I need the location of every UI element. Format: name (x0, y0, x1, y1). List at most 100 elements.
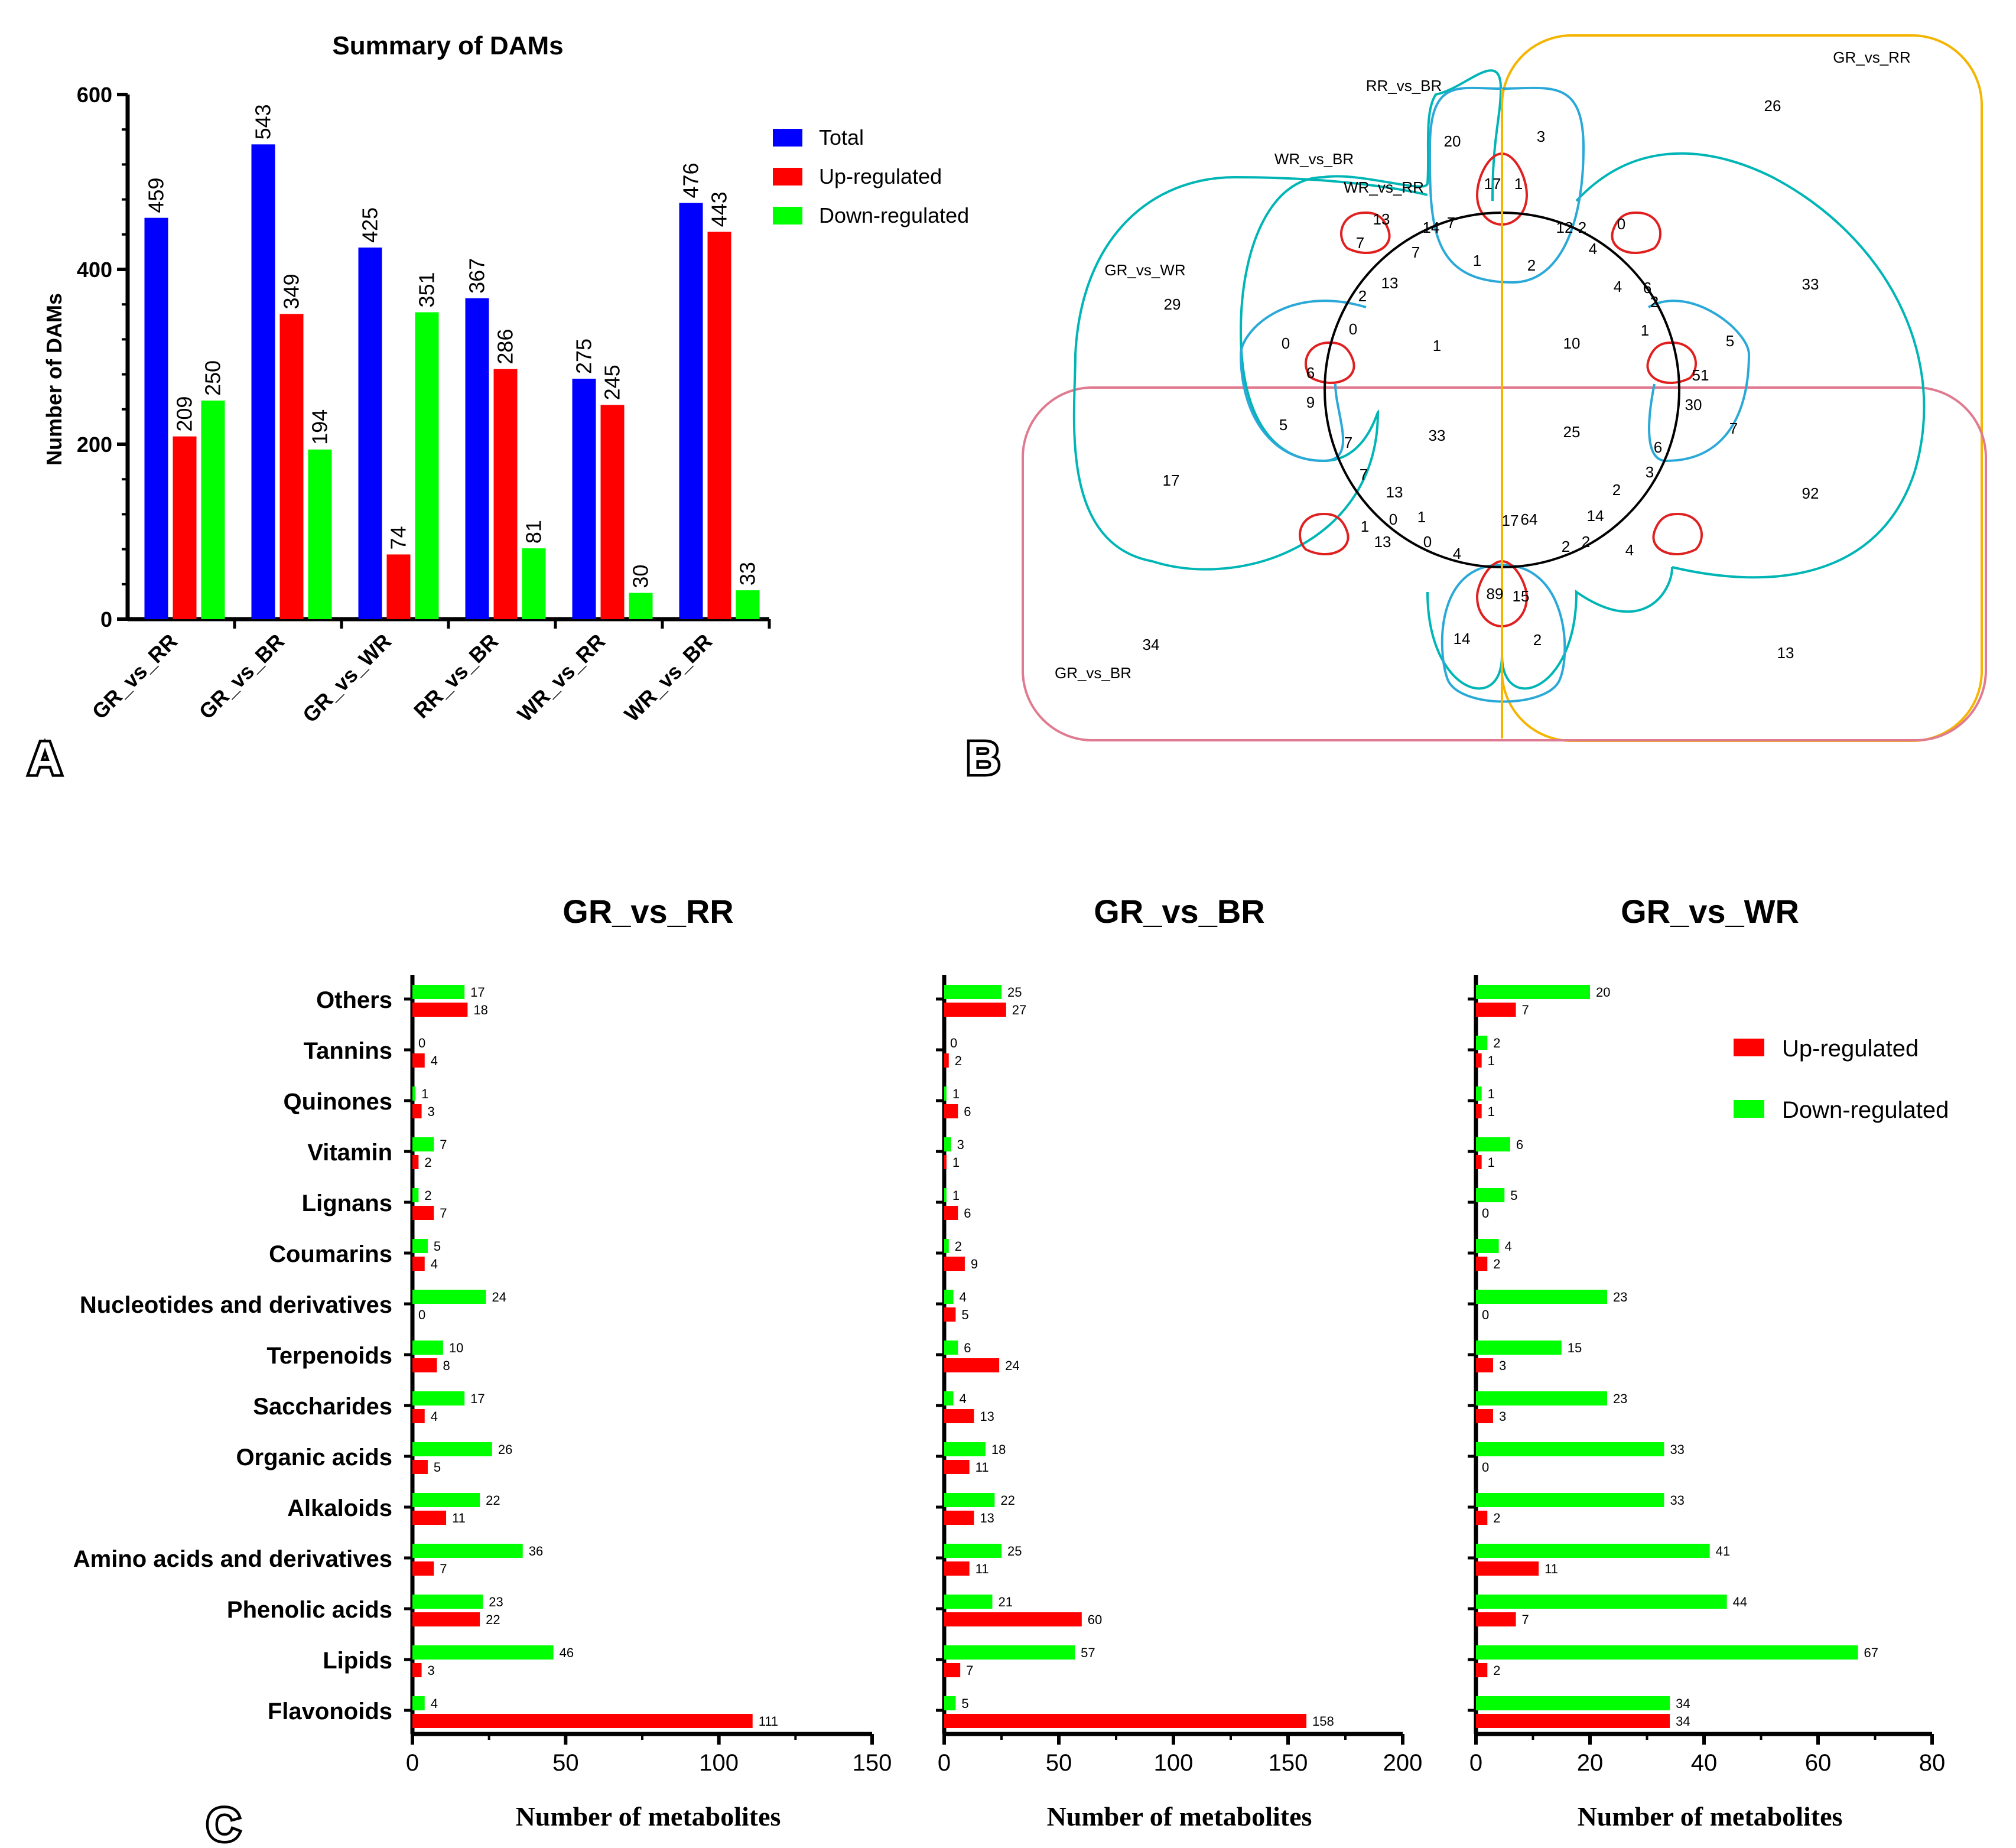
bar-value-label: 11 (976, 1460, 989, 1475)
venn-region-count: 34 (1143, 636, 1160, 653)
bar-down-regulated (944, 1290, 954, 1304)
bar-total (144, 217, 168, 619)
bar-value-label: 4 (960, 1290, 967, 1304)
bar-down-regulated (1476, 1137, 1510, 1151)
bar-value-label: 60 (1088, 1612, 1102, 1627)
bar-value-label: 111 (759, 1714, 778, 1729)
venn-region-count: 4 (1614, 278, 1622, 295)
legend-label-down-regulated: Down-regulated (819, 203, 969, 227)
bar-up-regulated (1476, 1409, 1493, 1423)
venn-region-count: 2 (1578, 219, 1586, 236)
bar-value-label: 286 (493, 329, 518, 365)
bar-value-label: 24 (492, 1290, 506, 1304)
venn-region-count: 33 (1429, 427, 1446, 444)
venn-region-count: 1 (1361, 518, 1369, 535)
venn-region-count: 13 (1777, 644, 1794, 662)
venn-region-count: 5 (1726, 332, 1734, 350)
panel-c-legend: Up-regulated Down-regulated (1734, 1036, 1949, 1123)
bar-down-regulated (944, 1239, 949, 1253)
bar-down-regulated (1476, 1544, 1710, 1558)
venn-region-count: 1 (1514, 175, 1523, 193)
bar-down-regulated (412, 985, 465, 999)
venn-region-count: 2 (1358, 287, 1367, 305)
bar-down-regulated (412, 1290, 486, 1304)
venn-region-count: 14 (1587, 507, 1604, 525)
venn-label-wr-vs-rr: WR_vs_RR (1344, 178, 1424, 196)
bar-value-label: 20 (1596, 985, 1610, 1000)
bar-up-regulated (412, 1511, 447, 1525)
x-tick-label: 50 (552, 1750, 579, 1776)
bar-value-label: 36 (529, 1544, 543, 1559)
category-label-organic-acids: Organic acids (236, 1444, 392, 1470)
x-tick-label: 80 (1919, 1750, 1946, 1776)
bar-down-regulated (944, 1595, 993, 1609)
bar-total (572, 379, 596, 619)
bar-value-label: 46 (560, 1645, 574, 1660)
bar-down-regulated (1476, 1239, 1499, 1253)
bar-up-regulated (412, 1714, 753, 1728)
bar-down-regulated (412, 1493, 480, 1507)
bar-up-regulated (600, 405, 625, 619)
venn-region-count: 2 (1527, 256, 1536, 274)
bar-value-label: 7 (440, 1561, 447, 1576)
bar-value-label: 30 (629, 565, 653, 588)
bar-down-regulated (944, 1645, 1075, 1660)
venn-region-count: 5 (1279, 416, 1287, 434)
venn-region-count: 13 (1374, 533, 1391, 551)
bar-down-regulated (412, 1442, 492, 1456)
venn-region-count: 25 (1563, 423, 1581, 441)
bar-down-regulated (944, 1696, 956, 1710)
venn-region-count: 6 (1306, 364, 1315, 382)
bar-down-regulated (944, 1137, 951, 1151)
venn-region-count: 92 (1802, 484, 1819, 502)
bar-value-label: 1 (952, 1155, 960, 1170)
venn-region-count: 7 (1360, 466, 1368, 483)
bar-down-regulated (944, 985, 1002, 999)
venn-region-count: 7 (1344, 434, 1352, 451)
venn-region-count: 13 (1386, 483, 1403, 501)
venn-region-count: 64 (1521, 510, 1538, 528)
bar-value-label: 74 (386, 526, 411, 549)
bar-value-label: 7 (966, 1663, 973, 1678)
bar-up-regulated (944, 1460, 970, 1474)
bar-value-label: 11 (1544, 1561, 1558, 1576)
x-tick-label: 150 (853, 1750, 892, 1776)
bar-total (251, 144, 275, 620)
bar-value-label: 17 (470, 985, 485, 1000)
bar-value-label: 17 (470, 1391, 485, 1406)
bar-value-label: 459 (144, 178, 168, 213)
bar-value-label: 11 (452, 1511, 466, 1525)
venn-region-count: 0 (1617, 215, 1625, 233)
bar-up-regulated (944, 1714, 1307, 1728)
bar-down-regulated (944, 1544, 1002, 1558)
bar-up-regulated (1476, 1155, 1482, 1169)
bar-value-label: 5 (1510, 1188, 1517, 1203)
bar-value-label: 367 (465, 258, 489, 294)
venn-region-count: 7 (1412, 243, 1420, 261)
bar-value-label: 245 (600, 365, 625, 400)
bar-value-label: 2 (1493, 1257, 1500, 1271)
bar-value-label: 425 (358, 207, 382, 243)
venn-region-count: 4 (1453, 545, 1461, 562)
panel-label-a: A (28, 732, 61, 784)
legend-swatch-up-regulated (773, 168, 802, 186)
bar-up-regulated (412, 1257, 425, 1271)
bar-up-regulated (944, 1003, 1006, 1017)
bar-value-label: 5 (434, 1460, 441, 1475)
panel-label-b: B (967, 732, 1000, 784)
bar-value-label: 543 (251, 104, 275, 139)
bar-value-label: 5 (961, 1696, 968, 1711)
bar-value-label: 10 (449, 1341, 463, 1355)
venn-region-count: 1 (1473, 252, 1481, 269)
bar-down-regulated (1476, 1442, 1664, 1456)
bar-value-label: 2 (955, 1053, 962, 1068)
bar-value-label: 4 (431, 1053, 438, 1068)
x-tick-label: 100 (1154, 1750, 1194, 1776)
bar-up-regulated (412, 1358, 437, 1372)
x-tick-label: 40 (1691, 1750, 1718, 1776)
bar-value-label: 3 (1499, 1358, 1506, 1373)
bar-down-regulated (201, 401, 225, 619)
venn-region-count: 0 (1282, 334, 1290, 352)
bar-value-label: 13 (980, 1511, 994, 1525)
bar-down-regulated (412, 1086, 416, 1101)
